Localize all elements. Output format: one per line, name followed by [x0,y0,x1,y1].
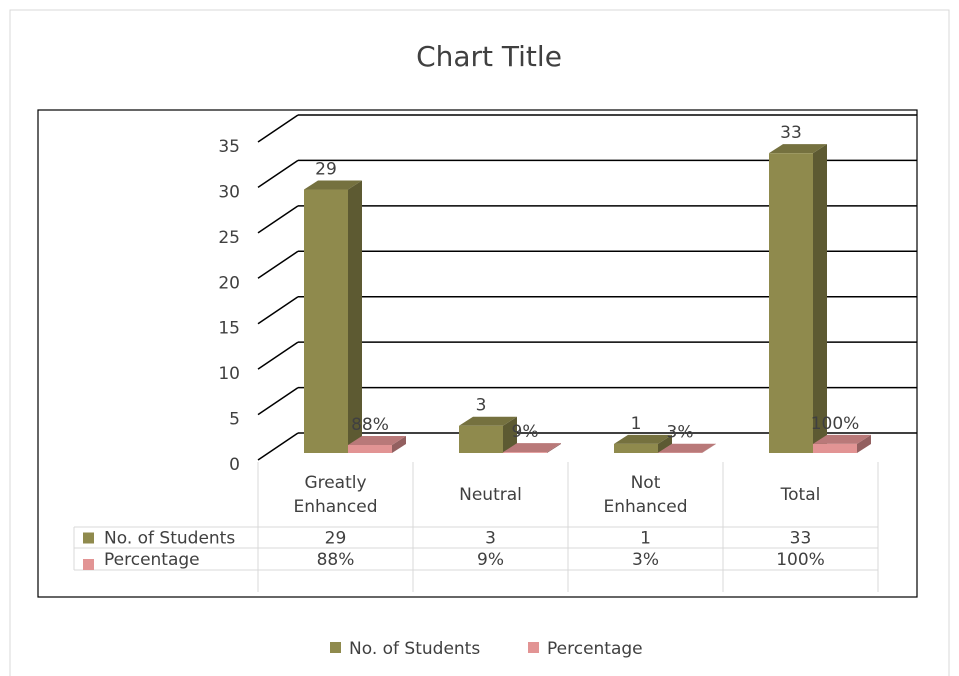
bar-side [547,443,561,453]
table-value: 3% [632,550,659,570]
chart-title: Chart Title [416,40,562,73]
y-tick-label: 20 [218,273,240,293]
y-tick-label: 25 [218,228,240,248]
bar-side [392,436,406,453]
grid-line-side [257,205,299,234]
legend-key [330,642,341,653]
chart-border [9,9,950,676]
bar-side [813,144,827,453]
table-value: 33 [790,529,812,549]
data-label: 9% [512,422,539,442]
table-value: 3 [485,529,496,549]
bar-top [614,434,672,444]
table-value: 29 [325,529,347,549]
bar [304,189,348,453]
bar-side [503,416,517,453]
bar-side [857,434,871,453]
data-label: 100% [811,414,860,434]
y-tick-label: 35 [218,137,240,157]
legend-key [83,559,94,570]
table-value: 88% [317,550,355,570]
legend-key [83,532,94,544]
y-tick-label: 15 [218,319,240,339]
table-value: 1 [640,529,651,549]
bar-top [459,416,517,426]
bar-top [503,443,561,453]
bar-top [304,180,362,190]
grid-line-side [257,386,299,416]
bar-top [769,144,827,154]
data-label: 29 [315,160,337,180]
table-value: 100% [776,550,825,570]
bar-side [702,443,716,453]
data-label: 3 [476,396,487,416]
y-tick-label: 0 [229,455,240,475]
category-label: Not Enhanced [603,472,688,517]
bar-side [658,434,672,453]
data-label: 3% [667,423,694,443]
grid-line-side [257,159,299,189]
plot-border [37,109,918,598]
y-tick-label: 10 [218,364,240,384]
bar [348,445,392,453]
category-label: Greatly Enhanced [293,472,378,517]
category-label: Neutral [459,484,522,505]
grid-line-side [257,250,299,279]
legend-key [528,642,539,653]
bar [769,153,813,453]
data-label: 33 [780,123,802,143]
table-value: 9% [477,550,504,570]
bar-top [348,436,406,446]
y-tick-label: 5 [229,410,240,430]
grid-line-side [257,432,299,461]
table-series-name: No. of Students [104,529,235,549]
bar-top [813,434,871,444]
bar [614,443,658,453]
data-label: 88% [351,415,389,435]
bar [813,443,857,453]
y-tick-label: 30 [218,182,240,202]
data-label: 1 [631,414,642,434]
legend-label: Percentage [547,639,643,659]
legend-label: No. of Students [349,639,480,659]
bar-top [658,443,716,453]
bar [503,452,547,453]
bar [459,425,503,453]
bar-side [348,180,362,453]
category-label: Total [780,484,821,505]
grid-line-side [257,341,299,370]
grid-line-side [257,114,299,143]
grid-line-side [257,296,299,325]
table-series-name: Percentage [104,550,200,570]
